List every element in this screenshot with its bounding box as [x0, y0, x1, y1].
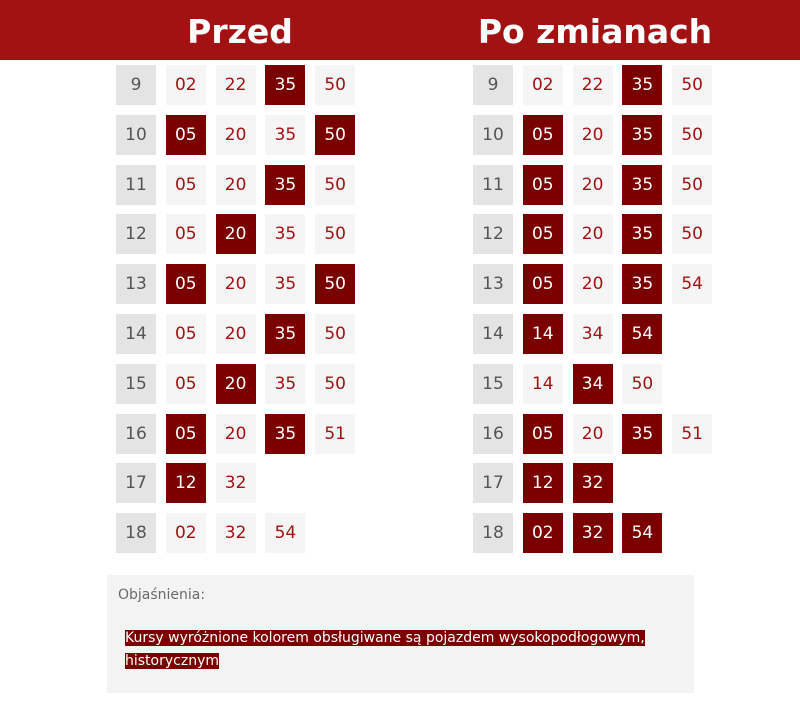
minute-cell: 50 [315, 363, 356, 404]
minute-cell-highlighted: 35 [265, 314, 306, 354]
minute-cell-highlighted: 20 [215, 363, 256, 404]
minute-cell-highlighted: 05 [522, 264, 563, 305]
minute-cell: 20 [572, 114, 613, 155]
hour-cell: 18 [116, 513, 156, 554]
minute-cell-highlighted: 35 [622, 413, 663, 454]
hour-cell: 15 [116, 363, 156, 404]
minute-cell: 22 [572, 65, 613, 105]
hour-cell: 14 [116, 314, 156, 354]
hour-cell: 15 [473, 363, 513, 404]
minute-cell-highlighted: 35 [622, 214, 663, 255]
minute-cell: 32 [215, 513, 256, 554]
minute-cell: 50 [315, 214, 356, 255]
legend-box: Objaśnienia: Kursy wyróżnione kolorem ob… [107, 575, 694, 693]
minute-cell-highlighted: 02 [522, 513, 563, 554]
minute-cell: 20 [215, 314, 256, 354]
hour-cell: 10 [116, 114, 156, 155]
minute-cell-highlighted: 35 [622, 164, 663, 205]
minute-cell: 20 [572, 413, 613, 454]
hour-cell: 13 [473, 264, 513, 305]
minute-cell: 54 [265, 513, 306, 554]
minute-cell: 05 [165, 214, 206, 255]
minute-cell: 05 [165, 164, 206, 205]
minute-cell: 50 [315, 164, 356, 205]
minute-cell: 02 [165, 65, 206, 105]
minute-cell-highlighted: 32 [572, 513, 613, 554]
minute-cell-highlighted: 35 [622, 114, 663, 155]
header-bar [0, 0, 800, 60]
minute-cell-highlighted: 20 [215, 214, 256, 255]
hour-cell: 10 [473, 114, 513, 155]
minute-cell: 35 [265, 264, 306, 305]
before-changes-title: Przed zmianami [151, 12, 330, 99]
legend-text: Kursy wyróżnione kolorem obsługiwane są … [125, 630, 645, 669]
minute-cell: 50 [672, 65, 713, 105]
minute-cell: 50 [315, 314, 356, 354]
hour-cell: 16 [473, 413, 513, 454]
hour-cell: 11 [473, 164, 513, 205]
minute-cell-highlighted: 05 [165, 114, 206, 155]
minute-cell: 05 [165, 314, 206, 354]
minute-cell: 20 [215, 264, 256, 305]
minute-cell-highlighted: 35 [265, 65, 306, 105]
minute-cell: 05 [165, 363, 206, 404]
minute-cell: 35 [265, 363, 306, 404]
minute-cell-highlighted: 05 [165, 264, 206, 305]
hour-cell: 17 [473, 463, 513, 504]
minute-cell-highlighted: 34 [572, 363, 613, 404]
minute-cell: 35 [265, 114, 306, 155]
minute-cell: 14 [522, 363, 563, 404]
minute-cell-highlighted: 35 [622, 65, 663, 105]
minute-cell: 22 [215, 65, 256, 105]
minute-cell: 50 [622, 363, 663, 404]
minute-cell-highlighted: 12 [522, 463, 563, 504]
minute-cell-highlighted: 05 [522, 114, 563, 155]
legend-title: Objaśnienia: [118, 587, 206, 603]
minute-cell: 50 [315, 65, 356, 105]
minute-cell-highlighted: 05 [522, 214, 563, 255]
minute-cell: 50 [672, 114, 713, 155]
hour-cell: 18 [473, 513, 513, 554]
minute-cell: 54 [672, 264, 713, 305]
minute-cell-highlighted: 54 [622, 314, 663, 354]
minute-cell: 20 [215, 413, 256, 454]
minute-cell: 35 [265, 214, 306, 255]
minute-cell-highlighted: 50 [315, 114, 356, 155]
minute-cell: 34 [572, 314, 613, 354]
hour-cell: 12 [116, 214, 156, 255]
minute-cell: 02 [165, 513, 206, 554]
hour-cell: 16 [116, 413, 156, 454]
minute-cell: 20 [215, 164, 256, 205]
minute-cell-highlighted: 12 [165, 463, 206, 504]
minute-cell: 51 [672, 413, 713, 454]
hour-cell: 12 [473, 214, 513, 255]
minute-cell: 50 [672, 214, 713, 255]
minute-cell: 50 [672, 164, 713, 205]
hour-cell: 13 [116, 264, 156, 305]
minute-cell-highlighted: 35 [265, 413, 306, 454]
minute-cell: 20 [572, 164, 613, 205]
minute-cell-highlighted: 54 [622, 513, 663, 554]
minute-cell-highlighted: 35 [622, 264, 663, 305]
minute-cell-highlighted: 50 [315, 264, 356, 305]
hour-cell: 9 [473, 65, 513, 105]
minute-cell-highlighted: 35 [265, 164, 306, 205]
after-changes-title: Po zmianach [477, 12, 713, 51]
minute-cell-highlighted: 05 [522, 164, 563, 205]
minute-cell: 32 [215, 463, 256, 504]
hour-cell: 11 [116, 164, 156, 205]
minute-cell: 20 [572, 214, 613, 255]
minute-cell-highlighted: 32 [572, 463, 613, 504]
minute-cell-highlighted: 05 [522, 413, 563, 454]
minute-cell: 51 [315, 413, 356, 454]
minute-cell-highlighted: 14 [522, 314, 563, 354]
hour-cell: 14 [473, 314, 513, 354]
minute-cell: 20 [215, 114, 256, 155]
hour-cell: 17 [116, 463, 156, 504]
hour-cell: 9 [116, 65, 156, 105]
minute-cell: 20 [572, 264, 613, 305]
minute-cell: 02 [522, 65, 563, 105]
minute-cell-highlighted: 05 [165, 413, 206, 454]
